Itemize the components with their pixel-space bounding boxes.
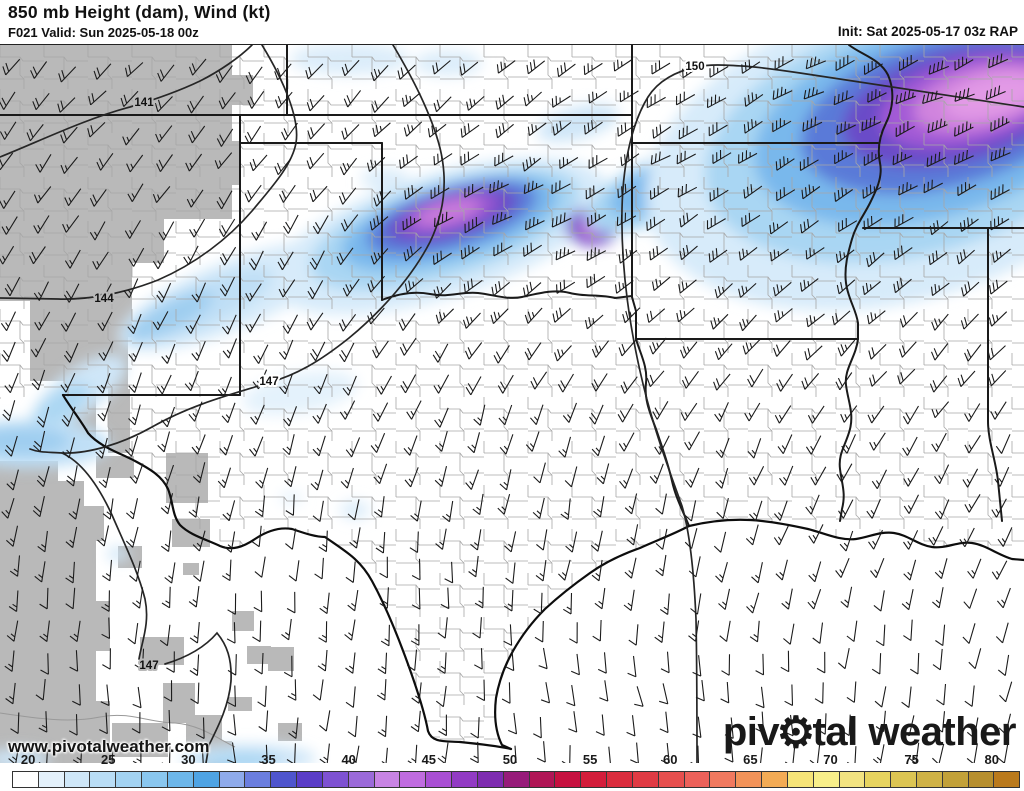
map-canvas: 141 150 144 147 147 www.pivotalweather.com p… <box>0 44 1024 763</box>
colorbar-cell <box>942 772 969 787</box>
colorbar-cell <box>426 772 453 787</box>
contour-label: 141 <box>134 97 154 109</box>
valid-time-label: F021 Valid: Sun 2025-05-18 00z <box>8 25 199 40</box>
colorbar-cell <box>839 772 866 787</box>
colorbar-cell <box>736 772 763 787</box>
colorbar-tick: 55 <box>582 752 598 767</box>
colorbar-tick: 40 <box>341 752 356 767</box>
colorbar-cell <box>787 772 814 787</box>
colorbar: 20 25 30 35 40 45 50 55 60 65 70 75 80 <box>0 752 1024 791</box>
colorbar-cell <box>658 772 685 787</box>
colorbar-cell <box>400 772 427 787</box>
colorbar-cell <box>684 772 711 787</box>
init-time-label: Init: Sat 2025-05-17 03z RAP <box>837 24 1018 39</box>
colorbar-cell <box>322 772 349 787</box>
height-contours <box>0 45 1024 763</box>
colorbar-tick: 35 <box>261 752 276 767</box>
colorbar-cell <box>994 772 1020 787</box>
colorbar-tick: 50 <box>502 752 518 767</box>
colorbar-cell <box>581 772 608 787</box>
contour-label: 147 <box>259 376 278 388</box>
contour-label: 144 <box>94 293 114 305</box>
header: 850 mb Height (dam), Wind (kt) F021 Vali… <box>0 0 1024 44</box>
contour-150 <box>621 64 1024 763</box>
colorbar-cell <box>865 772 892 787</box>
colorbar-tick-labels: 20 25 30 35 40 45 50 55 60 65 70 75 80 <box>12 752 1020 769</box>
watermark: www.pivotalweather.com <box>8 737 210 756</box>
contour-147b <box>61 452 148 660</box>
colorbar-tick: 20 <box>20 752 36 767</box>
colorbar-tick: 60 <box>662 752 678 767</box>
colorbar-cell <box>503 772 530 787</box>
colorbar-cell <box>90 772 117 787</box>
contour-144 <box>0 45 298 300</box>
colorbar-tick: 80 <box>984 752 999 767</box>
colorbar-cell <box>348 772 375 787</box>
state-borders <box>0 45 1024 527</box>
colorbar-cell <box>245 772 272 787</box>
logo-text-left: piv <box>722 710 780 754</box>
colorbar-cell <box>13 772 39 787</box>
contour-147c <box>164 631 232 763</box>
colorbar-tick: 30 <box>181 752 196 767</box>
colorbar-tick: 25 <box>101 752 116 767</box>
colorbar-cell <box>219 772 246 787</box>
contour-label: 147 <box>139 660 158 672</box>
contour-label: 150 <box>685 61 704 73</box>
colorbar-cell <box>193 772 220 787</box>
colorbar-cell <box>116 772 143 787</box>
colorbar-cell <box>271 772 298 787</box>
colorbar-cell <box>529 772 556 787</box>
colorbar-cells <box>12 771 1020 788</box>
colorbar-tick: 45 <box>421 752 437 767</box>
colorbar-cell <box>916 772 943 787</box>
map-svg: 141 150 144 147 147 <box>0 45 1024 763</box>
colorbar-cell <box>555 772 582 787</box>
pivotal-weather-logo: piv⚙tal weather <box>722 709 1017 757</box>
colorbar-tick: 65 <box>743 752 758 767</box>
wind-barbs <box>0 53 1013 763</box>
colorbar-cell <box>297 772 323 787</box>
mexico-river <box>0 712 236 748</box>
colorbar-cell <box>142 772 168 787</box>
colorbar-cell <box>891 772 917 787</box>
colorbar-cell <box>632 772 659 787</box>
colorbar-cell <box>452 772 478 787</box>
colorbar-cell <box>64 772 91 787</box>
colorbar-cell <box>607 772 633 787</box>
contour-147 <box>29 45 445 454</box>
colorbar-cell <box>968 772 995 787</box>
page-title: 850 mb Height (dam), Wind (kt) <box>8 2 271 22</box>
colorbar-cell <box>374 772 401 787</box>
colorbar-cell <box>38 772 65 787</box>
colorbar-tick: 75 <box>904 752 919 767</box>
colorbar-cell <box>167 772 194 787</box>
contour-labels: 141 150 144 147 147 <box>92 59 706 674</box>
gear-icon: ⚙ <box>776 709 816 757</box>
colorbar-cell <box>710 772 737 787</box>
colorbar-cell <box>477 772 504 787</box>
colorbar-tick: 70 <box>823 752 838 767</box>
logo-text-right: tal weather <box>812 710 1017 754</box>
colorbar-cell <box>813 772 840 787</box>
colorbar-cell <box>762 772 788 787</box>
contour-141 <box>0 45 253 158</box>
